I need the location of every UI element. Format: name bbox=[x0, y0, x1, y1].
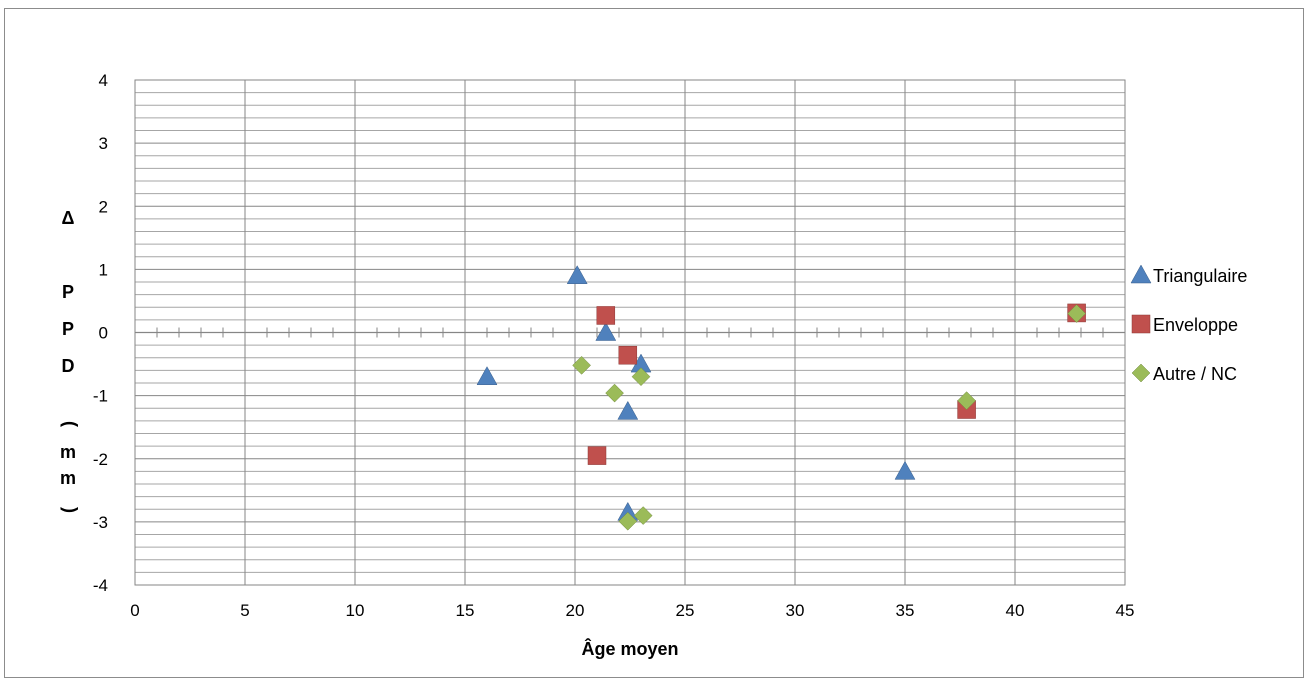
y-axis-title-char: m bbox=[60, 442, 76, 462]
legend-label: Triangulaire bbox=[1153, 266, 1247, 286]
series-diamond bbox=[572, 304, 1086, 531]
diamond-marker bbox=[605, 383, 624, 403]
legend: Triangulaire Enveloppe Autre / NC bbox=[1130, 264, 1247, 384]
square-marker bbox=[618, 345, 638, 365]
x-axis-title: Âge moyen bbox=[581, 638, 678, 659]
diamond-marker bbox=[618, 511, 638, 531]
y-axis-title-char: ) bbox=[58, 421, 78, 427]
legend-square-icon bbox=[1131, 314, 1151, 334]
x-tick-label: 10 bbox=[346, 601, 365, 620]
diamond-marker bbox=[572, 355, 591, 375]
y-axis-title-glyph: ) bbox=[58, 421, 78, 427]
x-tick-label: 40 bbox=[1006, 601, 1025, 620]
y-tick-label: 0 bbox=[99, 324, 108, 343]
diamond-marker bbox=[633, 506, 653, 525]
diamond-marker bbox=[631, 367, 651, 387]
diamond-marker bbox=[957, 391, 976, 411]
y-axis-title-char: Δ bbox=[62, 208, 75, 228]
y-tick-label: 3 bbox=[99, 134, 108, 153]
x-tick-label: 45 bbox=[1116, 601, 1135, 620]
legend-diamond-icon bbox=[1131, 363, 1151, 383]
data-markers bbox=[476, 265, 1086, 531]
square-marker bbox=[587, 446, 607, 465]
y-axis-title-char: D bbox=[62, 356, 75, 376]
triangle-marker bbox=[617, 400, 639, 420]
x-tick-label: 15 bbox=[456, 601, 475, 620]
x-tick-label: 5 bbox=[240, 601, 249, 620]
y-tick-label: -2 bbox=[93, 450, 108, 469]
diamond-marker bbox=[1067, 304, 1086, 323]
x-tick-label: 20 bbox=[566, 601, 585, 620]
chart-frame bbox=[4, 8, 1304, 678]
y-axis-title-char: P bbox=[62, 282, 74, 302]
triangle-marker bbox=[566, 265, 588, 284]
y-tick-label: -1 bbox=[93, 387, 108, 406]
triangle-marker bbox=[894, 460, 916, 480]
x-tick-label: 0 bbox=[130, 601, 139, 620]
triangle-marker bbox=[595, 321, 617, 341]
y-axis-title-char: P bbox=[62, 319, 74, 339]
y-tick-label: 2 bbox=[99, 197, 108, 216]
square-marker bbox=[596, 306, 616, 325]
legend-triangle-icon bbox=[1130, 264, 1152, 284]
x-tick-label: 25 bbox=[676, 601, 695, 620]
x-tick-label: 35 bbox=[896, 601, 915, 620]
x-tick-label: 30 bbox=[786, 601, 805, 620]
y-tick-label: 4 bbox=[99, 71, 108, 90]
legend-label: Autre / NC bbox=[1153, 364, 1237, 384]
y-tick-label: 1 bbox=[99, 260, 108, 279]
legend-label: Enveloppe bbox=[1153, 315, 1238, 335]
y-axis-title-glyph: ( bbox=[58, 507, 78, 513]
triangle-marker bbox=[476, 366, 498, 385]
y-tick-label: -4 bbox=[93, 576, 108, 595]
y-axis-title-char: m bbox=[60, 468, 76, 488]
series-triangle bbox=[476, 265, 916, 521]
y-tick-label: -3 bbox=[93, 513, 108, 532]
axes bbox=[134, 79, 1126, 586]
y-axis-title-char: ( bbox=[58, 507, 78, 513]
